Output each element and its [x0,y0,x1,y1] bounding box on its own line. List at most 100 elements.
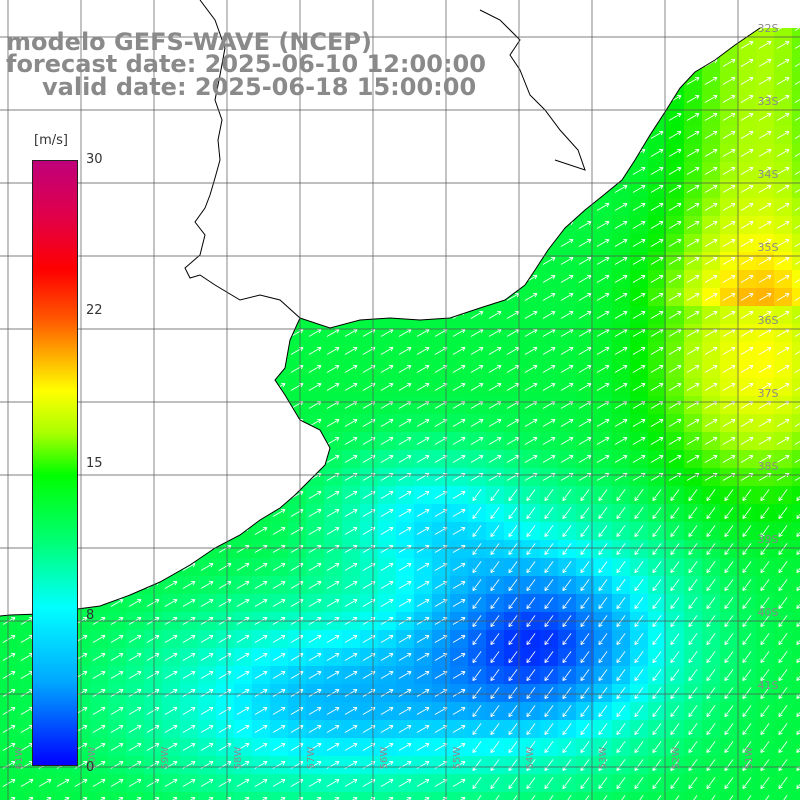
wind-arrow [758,311,772,319]
wind-arrow [688,741,698,754]
wind-arrow [544,705,554,718]
wind-arrow [580,597,590,610]
wind-arrow [776,203,790,211]
speed-cell [216,792,234,800]
wind-arrow [218,671,232,679]
wind-arrow [704,275,718,283]
wind-arrow [416,671,430,679]
wind-arrow [272,509,286,517]
wind-arrow [562,633,572,646]
wind-arrow [596,221,610,229]
wind-arrow [182,671,196,679]
wind-arrow [776,95,790,103]
speed-cell [126,792,144,800]
wind-arrow [585,795,590,800]
wind-arrow [578,257,592,265]
speed-cell [522,792,540,800]
wind-arrow [740,347,754,355]
wind-arrow [724,687,734,700]
wind-arrow [416,491,430,499]
wind-arrow [544,489,554,502]
wind-arrow [344,527,358,535]
wind-arrow [423,797,430,800]
wind-arrow [326,347,340,355]
wind-arrow [686,185,700,193]
wind-arrow [668,167,682,175]
wind-arrow [560,437,574,445]
wind-arrow [398,581,412,589]
longitude-label: 55W [452,747,463,770]
wind-arrow [776,149,790,157]
wind-arrow [344,671,358,679]
wind-arrow [272,743,286,751]
wind-arrow [616,579,626,592]
wind-arrow [670,723,680,736]
wind-arrow [272,725,286,733]
wind-arrow [326,545,340,553]
wind-arrow [580,651,590,664]
wind-arrow [722,311,736,319]
wind-arrow [650,383,664,391]
wind-arrow [632,329,646,337]
wind-arrow [634,597,644,610]
speed-cell [342,792,360,800]
wind-arrow [724,579,734,592]
wind-arrow [760,525,770,538]
wind-arrow [704,149,718,157]
wind-arrow [794,63,800,67]
wind-arrow [722,239,736,247]
wind-arrow [758,437,772,445]
speed-cell [270,792,288,800]
latitude-label: 38S [758,460,779,473]
wind-arrow [722,203,736,211]
wind-arrow [38,779,52,787]
wind-arrow [508,507,518,520]
wind-arrow [740,167,754,175]
wind-arrow [243,797,250,800]
wind-arrow [398,725,412,733]
wind-arrow [614,329,628,337]
wind-arrow [308,383,322,391]
wind-arrow [580,507,590,520]
wind-arrow [724,543,734,556]
longitude-label: 51W [744,747,755,770]
wind-arrow [92,725,106,733]
wind-arrow [526,489,536,502]
wind-arrow [380,743,394,751]
wind-arrow [254,689,268,697]
wind-arrow [616,651,626,664]
wind-arrow [616,543,626,556]
wind-arrow [526,705,536,718]
wind-arrow [632,347,646,355]
wind-arrow [308,725,322,733]
wind-arrow [794,45,800,49]
wind-arrow [722,95,736,103]
wind-arrow [578,437,592,445]
wind-arrow [218,581,232,589]
speed-cell [792,126,800,144]
wind-arrow [92,743,106,751]
wind-arrow [668,329,682,337]
wind-arrow [254,671,268,679]
speed-cell [792,234,800,252]
wind-arrow [254,725,268,733]
wind-arrow [544,561,554,574]
wind-arrow [135,797,142,800]
wind-arrow [706,723,716,736]
wind-arrow [182,707,196,715]
wind-arrow [164,599,178,607]
wind-arrow [758,95,772,103]
wind-arrow [218,707,232,715]
wind-arrow [722,419,736,427]
wind-arrow [452,365,466,373]
wind-arrow [704,329,718,337]
wind-arrow [776,167,790,175]
wind-arrow [470,329,484,337]
wind-arrow [598,777,608,790]
wind-arrow [416,581,430,589]
wind-arrow [524,455,538,463]
wind-arrow [544,579,554,592]
wind-arrow [416,527,430,535]
speed-cell [378,792,396,800]
wind-arrow [128,635,142,643]
